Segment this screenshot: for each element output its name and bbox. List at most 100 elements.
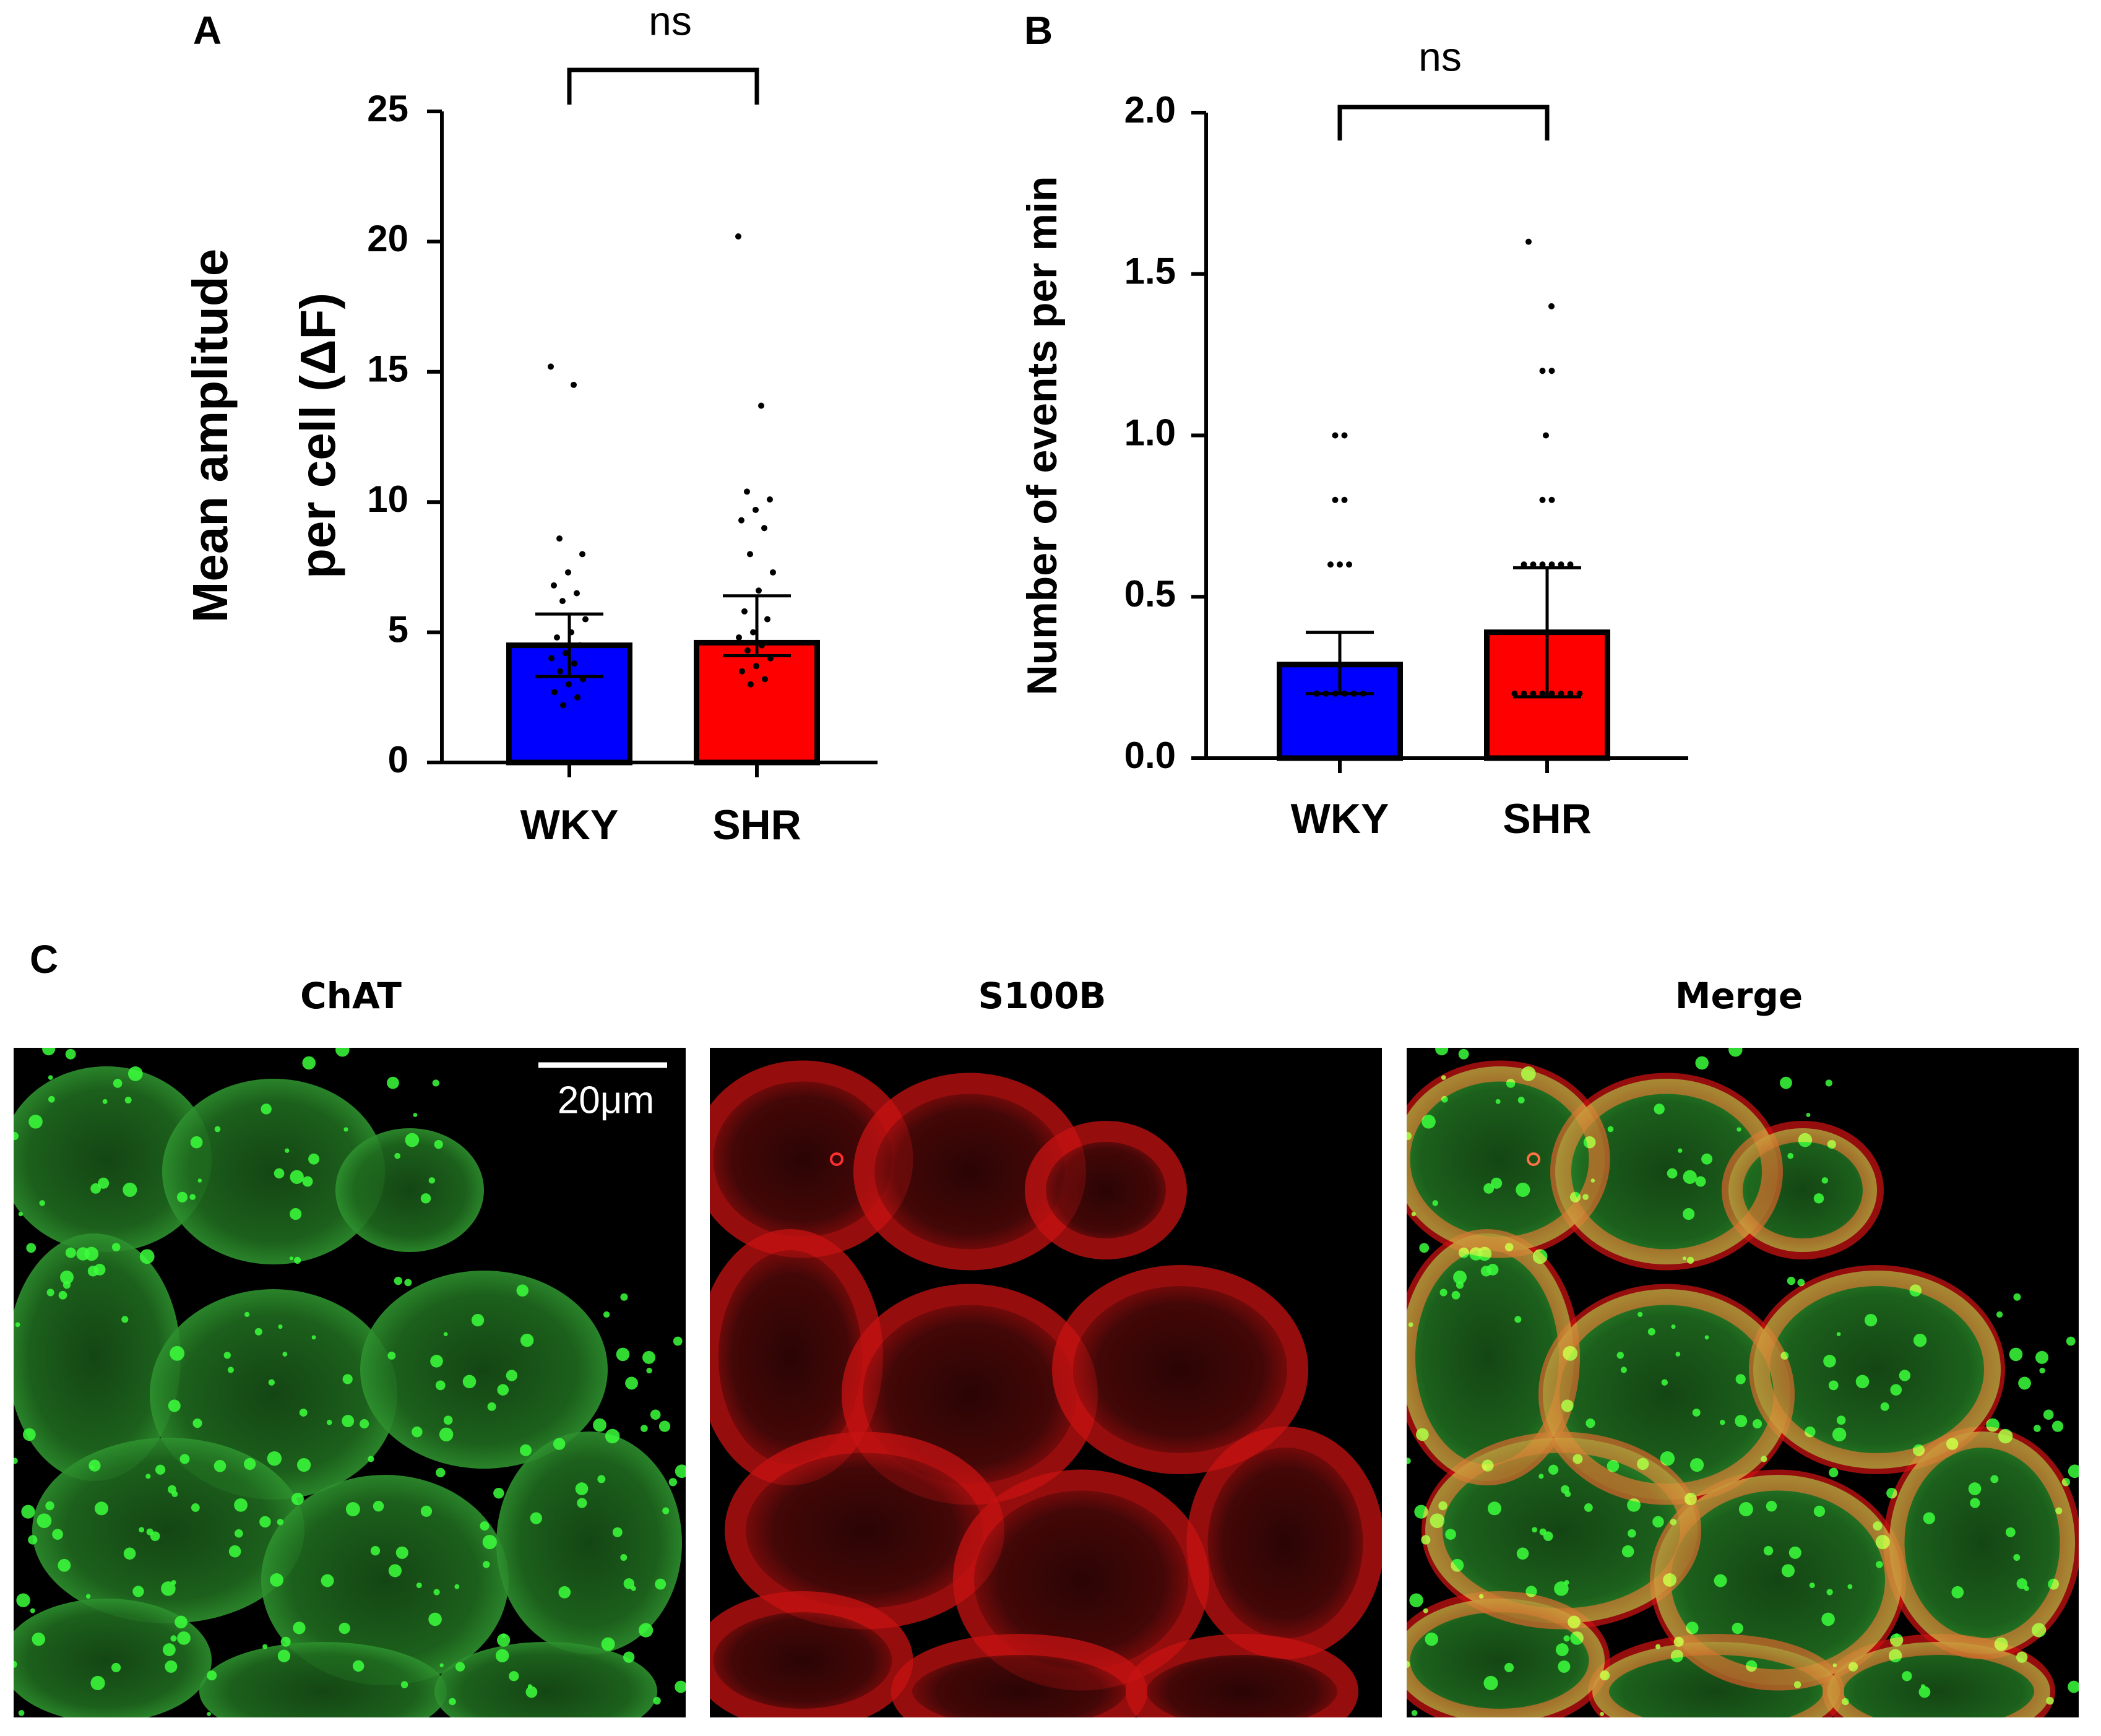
granule (1990, 1475, 1999, 1483)
granule (297, 1457, 311, 1472)
granule (168, 1399, 181, 1412)
cell (496, 1432, 682, 1654)
granule (616, 1347, 630, 1362)
data-point (1346, 561, 1352, 568)
granule (1409, 1593, 1423, 1607)
granule (527, 1684, 533, 1689)
data-point (1530, 561, 1537, 568)
granule (487, 1402, 496, 1411)
granule (394, 1276, 403, 1285)
panel-letter: B (1024, 8, 1053, 53)
granule (223, 1352, 231, 1359)
granule (254, 1328, 262, 1336)
granule (162, 1643, 176, 1656)
granule (436, 1467, 446, 1478)
data-point (568, 629, 574, 636)
granule (234, 1498, 248, 1512)
y-tick-label: 1.0 (1124, 412, 1176, 453)
granule (290, 1170, 304, 1184)
granule (48, 1095, 55, 1103)
granule (326, 1420, 332, 1425)
granule (63, 1281, 71, 1289)
y-tick-label: 1.5 (1124, 251, 1176, 292)
granule (1968, 1482, 1982, 1495)
granule (412, 1426, 423, 1438)
granule (2043, 1409, 2054, 1420)
red-channel (1407, 1060, 2079, 1717)
granule (1419, 1243, 1430, 1253)
granule (1847, 1584, 1853, 1589)
granule (1836, 1415, 1846, 1425)
data-point (738, 517, 744, 524)
granule (1652, 1516, 1664, 1528)
granule (214, 1126, 221, 1133)
image-label: Merge (1675, 975, 1803, 1017)
granule (483, 1561, 490, 1568)
data-point (736, 634, 742, 641)
granule (1661, 1379, 1668, 1386)
data-point (1558, 690, 1564, 697)
granule (16, 1593, 30, 1607)
granule (76, 1247, 90, 1261)
granule (433, 1589, 440, 1596)
granule (268, 1379, 275, 1386)
data-point (579, 551, 585, 558)
granule (394, 1152, 401, 1159)
granule (575, 1482, 589, 1495)
granule (1806, 1113, 1811, 1117)
granule (90, 1675, 105, 1691)
cell (1407, 1066, 1605, 1252)
granule (1951, 1586, 1964, 1599)
glia (1722, 1121, 1884, 1259)
granule (294, 1256, 301, 1264)
granule (1780, 1076, 1792, 1089)
granule (1683, 1208, 1695, 1220)
granule (28, 1535, 38, 1545)
granule (282, 1352, 288, 1357)
data-point (1539, 561, 1546, 568)
granule (2039, 1367, 2045, 1374)
granule (387, 1076, 399, 1089)
granule (1678, 1148, 1683, 1153)
granule (1538, 1474, 1544, 1479)
granule (161, 1581, 176, 1596)
granule (177, 1631, 191, 1645)
granule (1451, 1290, 1460, 1300)
cell (1654, 1475, 1902, 1685)
x-tick-label: WKY (1291, 795, 1389, 842)
granule (15, 1322, 20, 1328)
granule (1439, 1289, 1447, 1297)
granule (471, 1313, 485, 1327)
data-point (756, 587, 762, 594)
granule (179, 1454, 190, 1464)
granule (58, 1290, 67, 1300)
granule (267, 1451, 282, 1466)
granule (497, 1633, 511, 1647)
granule (1996, 1311, 2003, 1318)
granule (343, 1127, 348, 1132)
granule (171, 1491, 178, 1498)
data-point (1567, 561, 1574, 568)
granule (662, 1507, 670, 1514)
granule (1563, 1635, 1570, 1642)
glia (1550, 1073, 1783, 1271)
granule (227, 1367, 234, 1373)
data-point (1511, 690, 1518, 697)
granule (603, 1311, 610, 1318)
granule (1918, 1686, 1931, 1698)
granule (553, 1438, 566, 1450)
granule (612, 1527, 623, 1537)
granule (175, 1615, 188, 1629)
granule (1695, 1056, 1709, 1070)
glia (1126, 1634, 1358, 1717)
granule (443, 1415, 453, 1425)
granule (1445, 1529, 1456, 1540)
granule (641, 1425, 648, 1432)
granule (1683, 1170, 1697, 1184)
granule (1585, 1419, 1595, 1428)
granule (1564, 1580, 1569, 1585)
granule (111, 1662, 121, 1673)
granule (558, 1586, 571, 1599)
granule (449, 1698, 456, 1706)
granule (1913, 1333, 1927, 1347)
